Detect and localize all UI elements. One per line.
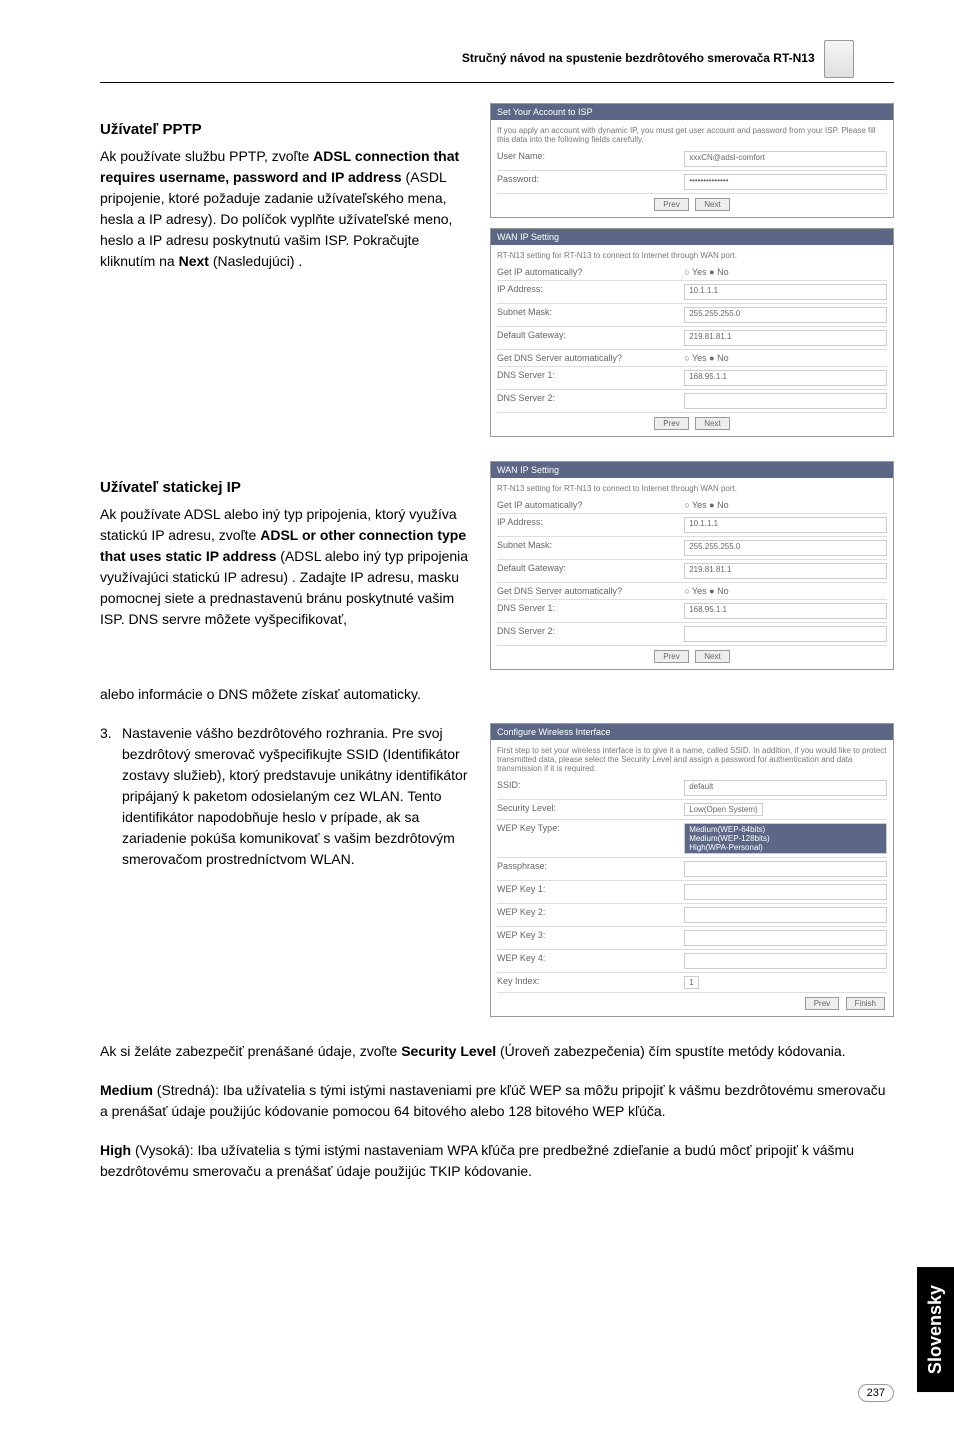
step3-body: Nastavenie vášho bezdrôtového rozhrania.… bbox=[122, 723, 470, 870]
label-getip2: Get IP automatically? bbox=[497, 500, 684, 510]
input-ssid[interactable]: default bbox=[684, 780, 887, 796]
radio-getip2[interactable]: ○ Yes ● No bbox=[684, 500, 871, 510]
label-ssid: SSID: bbox=[497, 780, 684, 796]
label-wep2: WEP Key 2: bbox=[497, 907, 684, 923]
tail-p2: Medium (Stredná): Iba užívatelia s tými … bbox=[100, 1080, 894, 1122]
screenshot-wanip1: WAN IP Setting RT-N13 setting for RT-N13… bbox=[490, 228, 894, 437]
radio-getip[interactable]: ○ Yes ● No bbox=[684, 267, 871, 277]
staticip-title: Užívateľ statickej IP bbox=[100, 479, 470, 496]
next-button[interactable]: Next bbox=[695, 198, 729, 211]
input-wep1[interactable] bbox=[684, 884, 887, 900]
label-keyidx: Key Index: bbox=[497, 976, 684, 989]
shot-wanip2-header: WAN IP Setting bbox=[491, 462, 893, 478]
shot-account-desc: If you apply an account with dynamic IP,… bbox=[497, 126, 887, 144]
label-dns2: DNS Server 2: bbox=[497, 393, 684, 409]
screenshot-wireless: Configure Wireless Interface First step … bbox=[490, 723, 894, 1017]
prev-button[interactable]: Prev bbox=[805, 997, 839, 1010]
language-tab: Slovensky bbox=[917, 1267, 954, 1392]
input-dns2b[interactable] bbox=[684, 626, 887, 642]
select-seclevel[interactable]: Low(Open System) bbox=[684, 803, 762, 816]
label-username: User Name: bbox=[497, 151, 684, 167]
input-password[interactable]: •••••••••••••• bbox=[684, 174, 887, 190]
header-title: Stručný návod na spustenie bezdrôtového … bbox=[462, 51, 815, 65]
prev-button[interactable]: Prev bbox=[654, 198, 688, 211]
tail-p1: Ak si želáte zabezpečiť prenášané údaje,… bbox=[100, 1041, 894, 1062]
shot-wanip1-desc: RT-N13 setting for RT-N13 to connect to … bbox=[497, 251, 887, 260]
label-subnet: Subnet Mask: bbox=[497, 307, 684, 323]
page-number: 237 bbox=[858, 1384, 894, 1402]
header-rule bbox=[100, 82, 894, 83]
input-gateway2[interactable]: 219.81.81.1 bbox=[684, 563, 887, 579]
step3: 3. Nastavenie vášho bezdrôtového rozhran… bbox=[100, 723, 470, 870]
input-subnet2[interactable]: 255.255.255.0 bbox=[684, 540, 887, 556]
shot-account-header: Set Your Account to ISP bbox=[491, 104, 893, 120]
input-passphrase[interactable] bbox=[684, 861, 887, 877]
label-ipaddr: IP Address: bbox=[497, 284, 684, 300]
label-getdns: Get DNS Server automatically? bbox=[497, 353, 684, 363]
next-button[interactable]: Next bbox=[695, 650, 729, 663]
label-keytype: WEP Key Type: bbox=[497, 823, 684, 854]
staticip-body: Ak používate ADSL alebo iný typ pripojen… bbox=[100, 504, 470, 630]
radio-getdns[interactable]: ○ Yes ● No bbox=[684, 353, 871, 363]
label-subnet2: Subnet Mask: bbox=[497, 540, 684, 556]
label-wep1: WEP Key 1: bbox=[497, 884, 684, 900]
shot-wireless-desc: First step to set your wireless interfac… bbox=[497, 746, 887, 773]
next-button[interactable]: Next bbox=[695, 417, 729, 430]
input-wep4[interactable] bbox=[684, 953, 887, 969]
label-ipaddr2: IP Address: bbox=[497, 517, 684, 533]
input-ipaddr[interactable]: 10.1.1.1 bbox=[684, 284, 887, 300]
screenshot-account: Set Your Account to ISP If you apply an … bbox=[490, 103, 894, 218]
label-passphrase: Passphrase: bbox=[497, 861, 684, 877]
label-getip: Get IP automatically? bbox=[497, 267, 684, 277]
prev-button[interactable]: Prev bbox=[654, 417, 688, 430]
prev-button[interactable]: Prev bbox=[654, 650, 688, 663]
label-dns2b: DNS Server 2: bbox=[497, 626, 684, 642]
label-wep3: WEP Key 3: bbox=[497, 930, 684, 946]
input-username[interactable]: xxxCN@adsl-comfort bbox=[684, 151, 887, 167]
label-seclevel: Security Level: bbox=[497, 803, 684, 816]
shot-wanip2-desc: RT-N13 setting for RT-N13 to connect to … bbox=[497, 484, 887, 493]
finish-button[interactable]: Finish bbox=[846, 997, 885, 1010]
pptp-title: Užívateľ PPTP bbox=[100, 121, 470, 138]
input-wep2[interactable] bbox=[684, 907, 887, 923]
shot-wanip1-header: WAN IP Setting bbox=[491, 229, 893, 245]
input-subnet[interactable]: 255.255.255.0 bbox=[684, 307, 887, 323]
label-dns1: DNS Server 1: bbox=[497, 370, 684, 386]
label-password: Password: bbox=[497, 174, 684, 190]
pptp-body: Ak používate službu PPTP, zvoľte ADSL co… bbox=[100, 146, 470, 272]
label-getdns2: Get DNS Server automatically? bbox=[497, 586, 684, 596]
input-dns2[interactable] bbox=[684, 393, 887, 409]
label-gateway: Default Gateway: bbox=[497, 330, 684, 346]
input-dns1[interactable]: 168.95.1.1 bbox=[684, 370, 887, 386]
router-icon bbox=[824, 40, 854, 78]
step3-number: 3. bbox=[100, 723, 122, 744]
label-gateway2: Default Gateway: bbox=[497, 563, 684, 579]
input-gateway[interactable]: 219.81.81.1 bbox=[684, 330, 887, 346]
tail-p3: High (Vysoká): Iba užívatelia s tými ist… bbox=[100, 1140, 894, 1182]
screenshot-wanip2: WAN IP Setting RT-N13 setting for RT-N13… bbox=[490, 461, 894, 670]
shot-wireless-header: Configure Wireless Interface bbox=[491, 724, 893, 740]
select-keyidx[interactable]: 1 bbox=[684, 976, 698, 989]
input-dns1b[interactable]: 168.95.1.1 bbox=[684, 603, 887, 619]
radio-getdns2[interactable]: ○ Yes ● No bbox=[684, 586, 871, 596]
label-wep4: WEP Key 4: bbox=[497, 953, 684, 969]
select-keytype[interactable]: Medium(WEP-64bits) Medium(WEP-128bits) H… bbox=[684, 823, 887, 854]
input-wep3[interactable] bbox=[684, 930, 887, 946]
staticip-tail: alebo informácie o DNS môžete získať aut… bbox=[100, 684, 894, 705]
input-ipaddr2[interactable]: 10.1.1.1 bbox=[684, 517, 887, 533]
label-dns1b: DNS Server 1: bbox=[497, 603, 684, 619]
